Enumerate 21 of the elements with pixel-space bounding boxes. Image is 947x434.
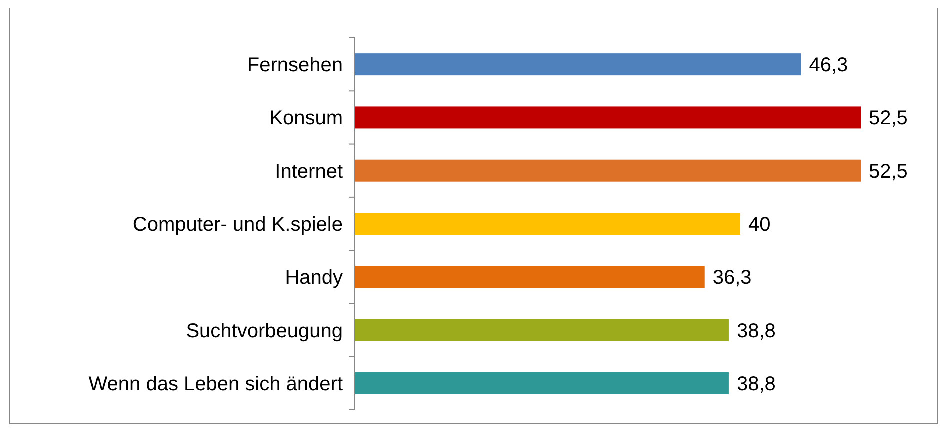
bar bbox=[355, 372, 729, 394]
bar bbox=[355, 54, 802, 76]
bar bbox=[355, 266, 705, 288]
bar bbox=[355, 213, 741, 235]
y-tick-label: Konsum bbox=[270, 108, 343, 130]
y-tick-label: Wenn das Leben sich ändert bbox=[88, 373, 344, 396]
y-tick-label: Handy bbox=[285, 267, 343, 290]
data-label: 38,8 bbox=[736, 373, 776, 396]
data-label: 38,8 bbox=[736, 320, 776, 342]
y-tick-label: Fernsehen bbox=[247, 54, 343, 77]
y-tick-label: Internet bbox=[275, 160, 344, 183]
y-tick-label: Suchtvorbeugung bbox=[186, 320, 343, 342]
bar bbox=[355, 319, 729, 342]
data-label: 52,5 bbox=[869, 160, 908, 183]
bar bbox=[355, 106, 861, 129]
data-label: 52,5 bbox=[869, 108, 908, 130]
bar bbox=[355, 160, 861, 182]
y-tick-label: Computer- und K.spiele bbox=[132, 214, 343, 236]
data-label: 36,3 bbox=[712, 267, 752, 290]
data-label: 40 bbox=[748, 214, 771, 236]
data-label: 46,3 bbox=[809, 54, 848, 77]
